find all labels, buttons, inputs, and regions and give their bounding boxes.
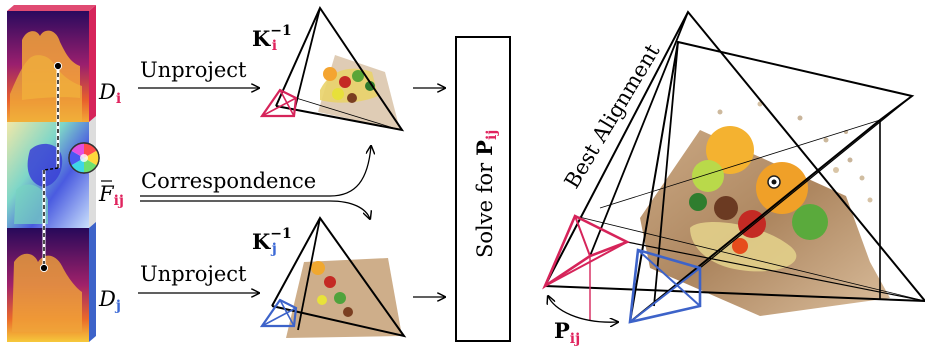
unproject-top-label: Unproject bbox=[140, 58, 247, 82]
aligned-pointcloud bbox=[640, 101, 890, 316]
depth-map-j-panel bbox=[7, 222, 96, 342]
aligned-frusta bbox=[544, 10, 925, 323]
pose-label: Pij bbox=[554, 318, 580, 347]
best-alignment-label: Best Alignment bbox=[560, 39, 665, 192]
depth-i-label: Di bbox=[98, 80, 121, 107]
depth-map-i-edge bbox=[89, 5, 96, 130]
k-inverse-i-label: K−1 i bbox=[252, 23, 292, 54]
frustum-j bbox=[259, 216, 407, 338]
aligned-camera-i-icon bbox=[542, 214, 631, 320]
solver-label: Solve forPij bbox=[472, 130, 500, 258]
aligned-camera-j-icon bbox=[628, 248, 702, 324]
color-wheel-icon bbox=[68, 142, 100, 174]
depth-map-j-edge bbox=[89, 222, 96, 342]
depth-map-i-panel bbox=[7, 5, 96, 130]
k-inverse-j-label: K−1 j bbox=[252, 226, 292, 257]
correspondence-link bbox=[39, 61, 63, 273]
flow-label: Fij bbox=[98, 182, 124, 209]
correspondence-arrow-down bbox=[140, 200, 370, 219]
unproject-bottom-label: Unproject bbox=[140, 262, 247, 286]
camera-i-icon bbox=[259, 88, 298, 118]
flow-map-panel bbox=[7, 116, 100, 238]
solver-box bbox=[455, 36, 511, 342]
frustum-i bbox=[259, 5, 405, 132]
depth-j-label: Dj bbox=[98, 287, 121, 314]
correspondence-label: Correspondence bbox=[141, 169, 316, 193]
correspondence-arrow-up bbox=[140, 146, 371, 197]
relative-pose-arrow bbox=[548, 296, 618, 322]
